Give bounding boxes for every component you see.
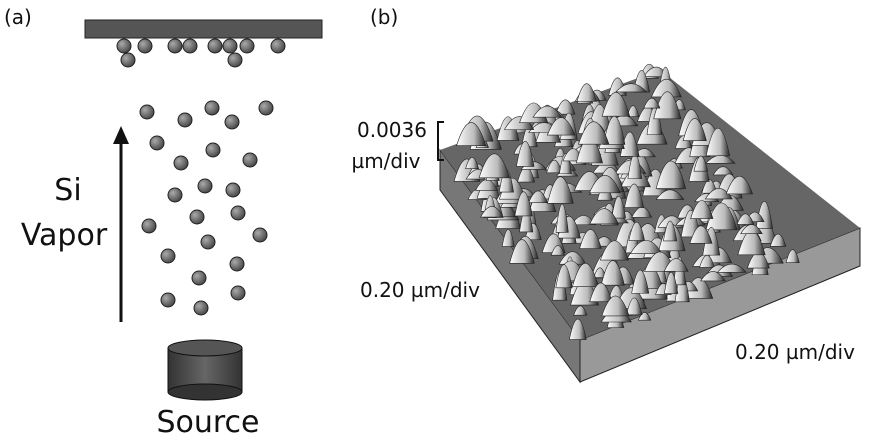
particle bbox=[138, 39, 152, 53]
particle bbox=[259, 101, 273, 115]
particle bbox=[253, 228, 267, 242]
particle bbox=[206, 143, 220, 157]
vapor-label: Vapor bbox=[21, 218, 108, 253]
substrate bbox=[85, 20, 322, 38]
particle bbox=[231, 206, 245, 220]
x-scale: 0.20 µm/div bbox=[735, 340, 855, 364]
particle bbox=[231, 286, 245, 300]
particle bbox=[161, 249, 175, 263]
particle bbox=[190, 210, 204, 224]
source-label: Source bbox=[156, 405, 259, 440]
surface-peak bbox=[577, 84, 596, 102]
particle bbox=[117, 39, 131, 53]
particle bbox=[223, 39, 237, 53]
panel-label: (b) bbox=[370, 5, 398, 29]
z-scale: µm/div bbox=[351, 149, 420, 173]
particle bbox=[225, 115, 239, 129]
particle bbox=[178, 113, 192, 127]
particle bbox=[174, 156, 188, 170]
particle bbox=[243, 153, 257, 167]
particle bbox=[228, 53, 242, 67]
particle bbox=[121, 53, 135, 67]
particle bbox=[226, 183, 240, 197]
vapor-label: Si bbox=[54, 173, 81, 208]
particle bbox=[208, 39, 222, 53]
particles bbox=[117, 39, 285, 315]
particle bbox=[201, 235, 215, 249]
figure: (a) Si Vapor Source (b) 0.0036 µm/div 0.… bbox=[0, 0, 877, 440]
y-scale: 0.20 µm/div bbox=[360, 278, 480, 302]
source bbox=[168, 340, 242, 400]
particle bbox=[271, 39, 285, 53]
particle bbox=[161, 293, 175, 307]
particle bbox=[140, 105, 154, 119]
arrow-head bbox=[113, 126, 129, 144]
particle bbox=[183, 39, 197, 53]
particle bbox=[168, 39, 182, 53]
z-scale: 0.0036 bbox=[357, 118, 427, 142]
particle bbox=[192, 271, 206, 285]
particle bbox=[168, 188, 182, 202]
particle bbox=[198, 179, 212, 193]
particle bbox=[205, 101, 219, 115]
particle bbox=[150, 136, 164, 150]
particle bbox=[230, 257, 244, 271]
particle bbox=[142, 219, 156, 233]
particle bbox=[240, 39, 254, 53]
panel-label: (a) bbox=[4, 5, 32, 29]
particle bbox=[194, 301, 208, 315]
